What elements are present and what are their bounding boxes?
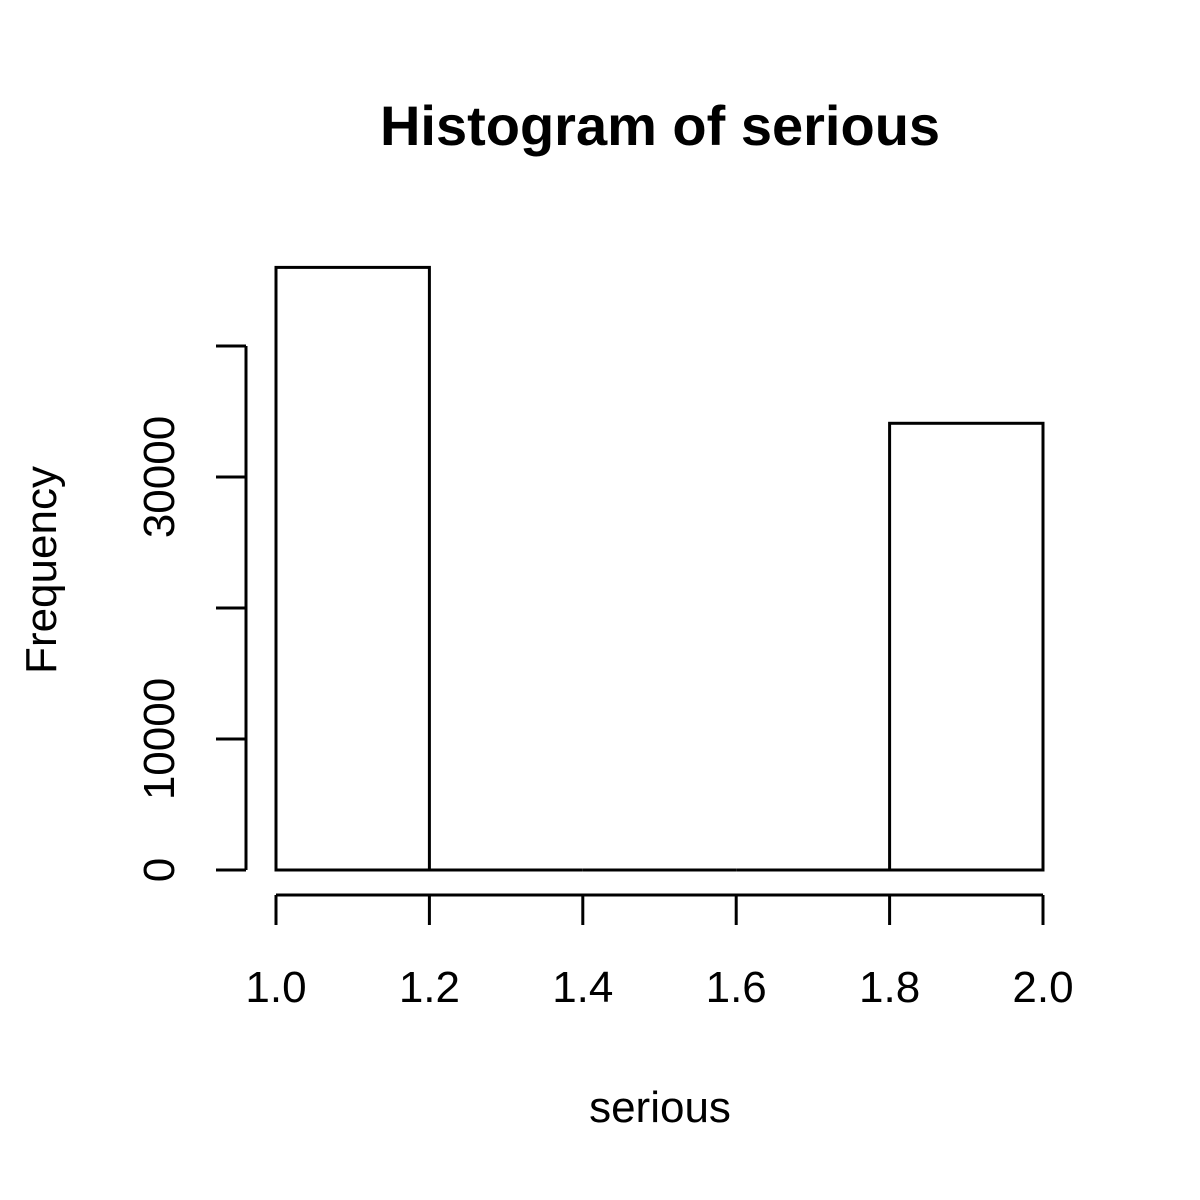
chart-title: Histogram of serious bbox=[380, 94, 940, 157]
x-axis: 1.0 1.2 1.4 1.6 1.8 2.0 bbox=[245, 893, 1074, 1012]
bars bbox=[274, 265, 1045, 872]
y-tick-label: 10000 bbox=[135, 678, 184, 800]
x-tick-label: 2.0 bbox=[1012, 963, 1073, 1012]
x-tick-label: 1.2 bbox=[399, 963, 460, 1012]
x-tick-label: 1.6 bbox=[706, 963, 767, 1012]
y-tick-label: 30000 bbox=[135, 416, 184, 538]
x-tick-label: 1.0 bbox=[245, 963, 306, 1012]
y-axis: 0 10000 30000 bbox=[135, 344, 248, 882]
x-tick-label: 1.8 bbox=[859, 963, 920, 1012]
x-tick-label: 1.4 bbox=[552, 963, 613, 1012]
histogram-bar-1 bbox=[274, 265, 431, 872]
histogram-bar-5 bbox=[888, 421, 1045, 872]
y-axis-label: Frequency bbox=[17, 466, 66, 674]
x-axis-label: serious bbox=[589, 1083, 731, 1132]
y-tick-label: 0 bbox=[135, 858, 184, 882]
